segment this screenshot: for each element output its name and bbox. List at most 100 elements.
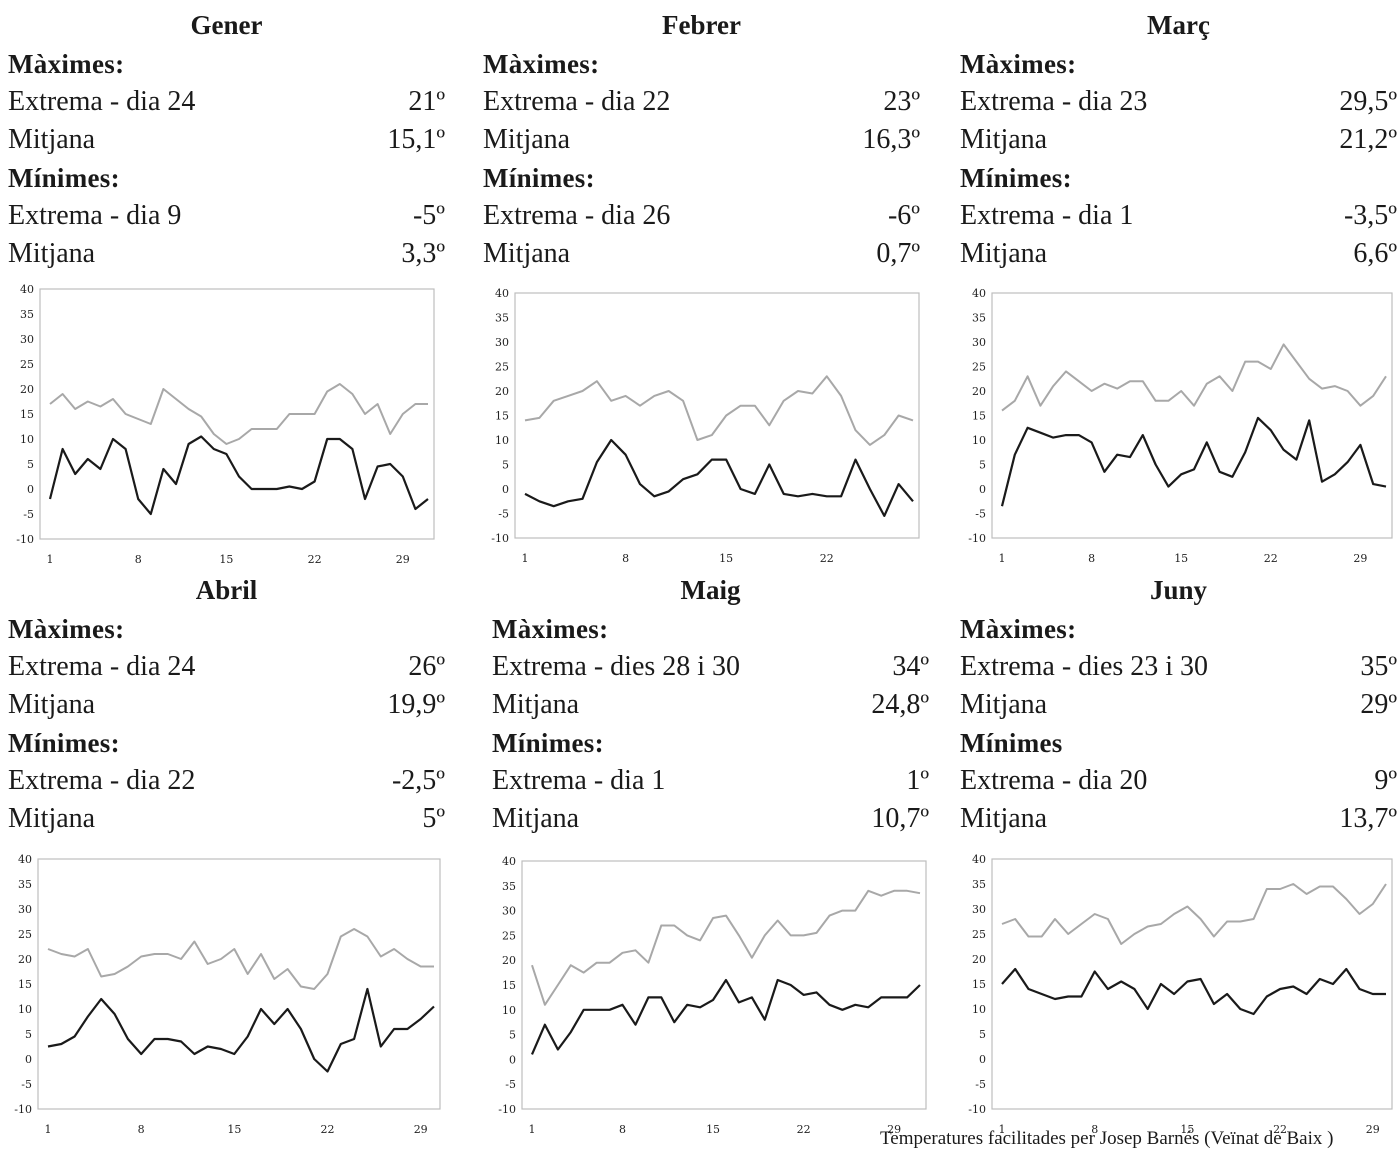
max-mean-value: 29º — [1360, 689, 1397, 720]
chart-maig: 40 35 30 25 20 15 10 5 0 -5 -10 1 8 15 22 29 — [498, 855, 927, 1136]
series-line-min — [1001, 967, 1386, 1016]
y-tick-label: 20 — [972, 953, 986, 966]
chart-juny: 40 35 30 25 20 15 10 5 0 -5 -10 1 8 15 22 29 — [968, 853, 1393, 1136]
min-mean-row: Mitjana 5º — [8, 800, 445, 838]
x-tick-label: 8 — [1091, 1123, 1098, 1136]
series-line-min — [47, 987, 435, 1073]
y-tick-label: 40 — [20, 283, 34, 296]
min-heading: Mínimes: — [492, 728, 604, 758]
min-mean-value: 6,6º — [1353, 238, 1397, 269]
max-extrema-label: Extrema - dia 23 — [960, 86, 1148, 117]
max-extrema-row: Extrema - dia 22 23º — [483, 83, 920, 121]
min-mean-label: Mitjana — [960, 238, 1048, 269]
min-extrema-value: -3,5º — [1343, 200, 1397, 231]
y-tick-label: 5 — [979, 1028, 986, 1041]
min-extrema-label: Extrema - dia 22 — [8, 765, 196, 796]
y-tick-label: 40 — [972, 287, 986, 300]
min-extrema-row: Extrema - dia 9 -5º — [8, 197, 445, 235]
min-mean-label: Mitjana — [492, 803, 580, 834]
min-extrema-label: Extrema - dia 20 — [960, 765, 1148, 796]
max-extrema-value: 34º — [892, 651, 929, 682]
y-tick-label: 35 — [18, 878, 32, 891]
plot-area — [37, 858, 441, 1110]
max-mean-row: Mitjana 21,2º — [960, 121, 1397, 159]
min-extrema-value: 1º — [906, 765, 929, 796]
min-heading: Mínimes: — [960, 163, 1072, 193]
month-title: Abril — [195, 575, 258, 605]
series-line-max — [47, 928, 434, 990]
min-extrema-value: 9º — [1374, 765, 1397, 796]
max-mean-row: Mitjana 16,3º — [483, 121, 920, 159]
x-tick-label: 1 — [999, 1123, 1006, 1136]
min-mean-row: Mitjana 13,7º — [960, 800, 1397, 838]
max-extrema-value: 26º — [408, 651, 445, 682]
y-tick-label: 35 — [972, 878, 986, 891]
panel-gener: Gener Màximes: Extrema - dia 24 21º Mitja… — [8, 5, 445, 273]
min-extrema-value: -6º — [887, 200, 920, 231]
x-tick-label: 22 — [820, 552, 834, 565]
max-mean-label: Mitjana — [483, 124, 571, 155]
plot-area — [39, 288, 435, 540]
max-heading: Màximes: — [492, 614, 609, 644]
y-tick-label: 35 — [20, 308, 34, 321]
max-extrema-row: Extrema - dia 24 21º — [8, 83, 445, 121]
y-tick-label: 5 — [502, 459, 509, 472]
max-mean-value: 15,1º — [387, 124, 445, 155]
x-tick-label: 1 — [529, 1123, 536, 1136]
y-tick-label: -10 — [16, 533, 34, 546]
max-mean-row: Mitjana 24,8º — [492, 686, 929, 724]
x-tick-label: 1 — [45, 1123, 52, 1136]
y-tick-label: 25 — [972, 361, 986, 374]
series-line-max — [49, 383, 428, 445]
x-tick-label: 8 — [622, 552, 629, 565]
panel-marc: Març Màximes: Extrema - dia 23 29,5º Mitj… — [960, 5, 1397, 273]
y-tick-label: 0 — [979, 483, 986, 496]
min-mean-label: Mitjana — [483, 238, 571, 269]
max-heading: Màximes: — [8, 49, 125, 79]
y-tick-label: -5 — [23, 508, 34, 521]
max-heading: Màximes: — [483, 49, 600, 79]
y-tick-label: -5 — [21, 1078, 32, 1091]
y-tick-label: 30 — [972, 903, 986, 916]
max-extrema-row: Extrema - dia 23 29,5º — [960, 83, 1397, 121]
min-mean-value: 0,7º — [876, 238, 920, 269]
x-tick-label: 29 — [1353, 552, 1367, 565]
y-tick-label: 20 — [18, 953, 32, 966]
min-mean-value: 5º — [422, 803, 445, 834]
series-line-max — [1001, 343, 1387, 412]
min-heading: Mínimes: — [8, 728, 120, 758]
max-mean-label: Mitjana — [8, 124, 96, 155]
max-heading: Màximes: — [8, 614, 125, 644]
y-tick-label: 15 — [18, 978, 32, 991]
min-extrema-row: Extrema - dia 20 9º — [960, 762, 1397, 800]
x-tick-label: 29 — [1366, 1123, 1380, 1136]
plot-area — [521, 860, 927, 1110]
x-tick-label: 15 — [719, 552, 733, 565]
min-mean-row: Mitjana 10,7º — [492, 800, 929, 838]
y-tick-label: 25 — [495, 361, 509, 374]
y-tick-label: 30 — [495, 336, 509, 349]
y-tick-label: 35 — [495, 312, 509, 325]
y-tick-label: -10 — [968, 1103, 986, 1116]
y-tick-label: 15 — [495, 410, 509, 423]
y-tick-label: 15 — [502, 979, 516, 992]
max-heading: Màximes: — [960, 614, 1077, 644]
min-mean-label: Mitjana — [8, 803, 96, 834]
max-mean-row: Mitjana 15,1º — [8, 121, 445, 159]
series-line-min — [524, 438, 914, 517]
y-tick-label: 10 — [972, 1003, 986, 1016]
month-title: Gener — [190, 10, 263, 40]
month-title: Juny — [1149, 575, 1208, 605]
y-tick-label: -5 — [498, 508, 509, 521]
min-extrema-row: Extrema - dia 22 -2,5º — [8, 762, 445, 800]
min-mean-value: 3,3º — [401, 238, 445, 269]
credit-note: Temperatures facilitades per Josep Barné… — [880, 1128, 1334, 1149]
y-tick-label: 40 — [972, 853, 986, 866]
min-mean-row: Mitjana 0,7º — [483, 235, 920, 273]
x-tick-label: 29 — [887, 1123, 901, 1136]
y-tick-label: -5 — [975, 1078, 986, 1091]
y-tick-label: -10 — [491, 532, 509, 545]
min-mean-row: Mitjana 3,3º — [8, 235, 445, 273]
y-tick-label: -5 — [505, 1078, 516, 1091]
series-line-min — [530, 978, 921, 1055]
